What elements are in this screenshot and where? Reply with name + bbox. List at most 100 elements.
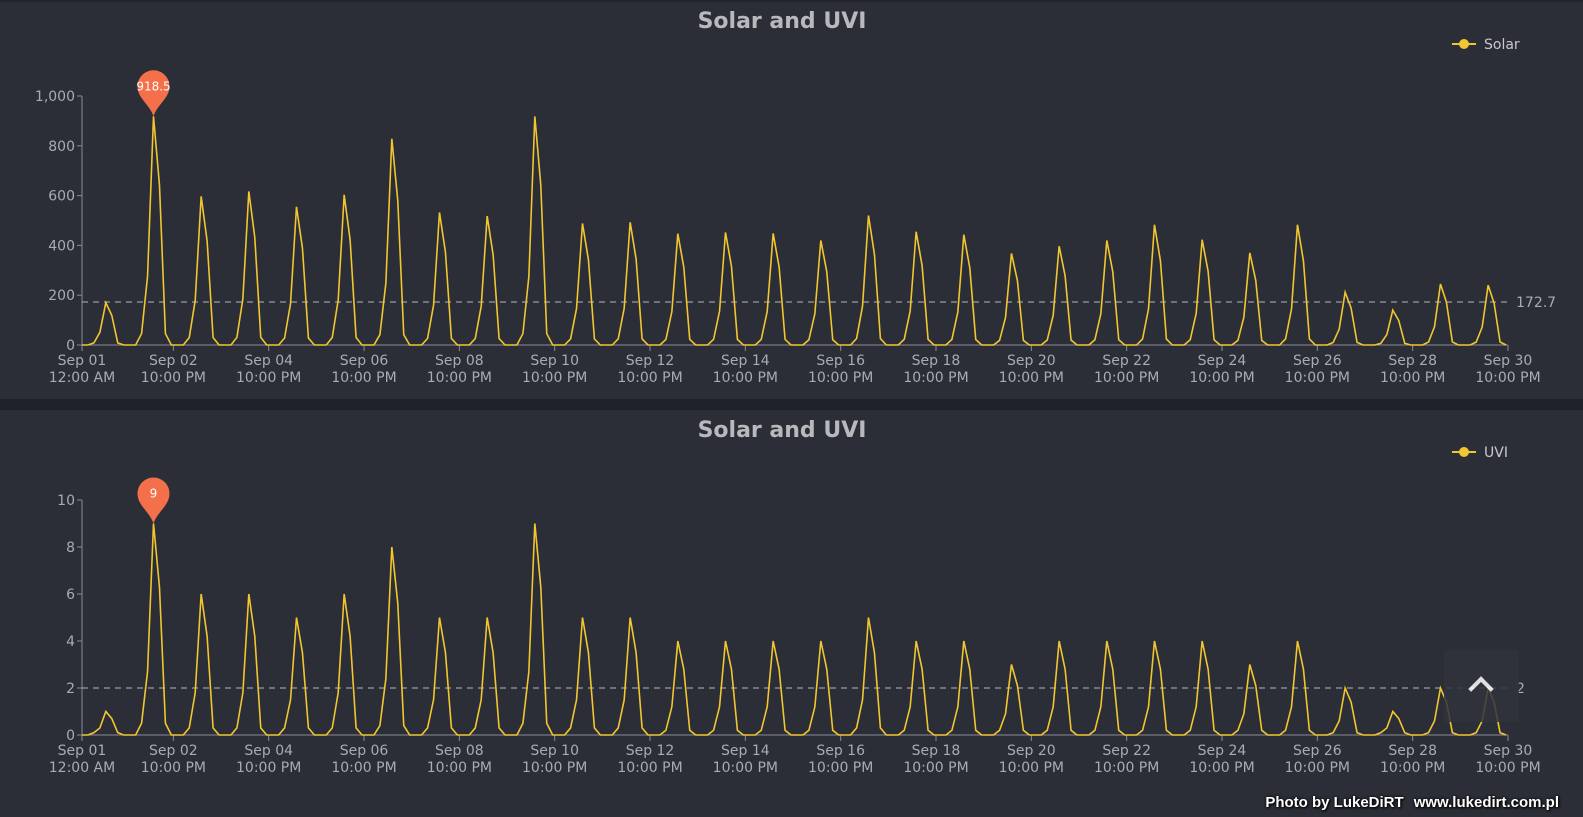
x-tick-label: 10:00 PM [903,760,968,776]
x-tick-label: Sep 24 [1198,353,1247,369]
x-tick-label: Sep 30 [1484,353,1533,369]
y-tick-label: 600 [48,189,75,205]
max-value-label: 918.5 [136,79,170,93]
uvi-chart-panel: Solar and UVI UVI 0 2 4 6 8 10 Sep 01 12:00 AM Sep… [0,410,1583,817]
x-tick-label: 10:00 PM [427,370,492,386]
x-tick-label: 10:00 PM [427,760,492,776]
x-tick-label: Sep 12 [626,743,675,759]
x-tick-label: Sep 28 [1388,353,1437,369]
y-tick-label: 0 [66,338,75,354]
x-tick-label: Sep 08 [435,353,484,369]
x-tick-label: Sep 14 [721,743,770,759]
max-value-label: 9 [150,487,158,501]
x-tick-label: Sep 16 [816,353,865,369]
x-tick-label: Sep 16 [816,743,865,759]
x-tick-label: Sep 22 [1102,743,1151,759]
x-tick-label: Sep 24 [1198,743,1247,759]
x-tick-label: Sep 01 [58,353,107,369]
series-line [82,523,1507,736]
y-tick-label: 400 [48,238,75,254]
chart-title: Solar and UVI [698,418,867,443]
x-tick-label: 10:00 PM [713,370,778,386]
x-tick-label: 10:00 PM [999,370,1064,386]
x-tick-label: 10:00 PM [1285,760,1350,776]
solar-chart-panel: Solar and UVI Solar 0 200 400 600 800 1,000 Sep … [0,0,1583,399]
x-tick-label: 12:00 AM [49,760,115,776]
x-tick-label: Sep 18 [912,743,961,759]
x-tick-label: 10:00 PM [903,370,968,386]
x-tick-label: 10:00 PM [1475,760,1540,776]
x-tick-label: 10:00 PM [713,760,778,776]
x-tick-label: 10:00 PM [617,760,682,776]
x-tick-label: 10:00 PM [236,370,301,386]
x-tick-label: 10:00 PM [331,370,396,386]
x-tick-label: Sep 30 [1484,743,1533,759]
scroll-to-top-button[interactable] [1444,650,1519,722]
x-tick-label: Sep 04 [244,353,293,369]
y-tick-label: 6 [66,587,75,603]
x-tick-label: Sep 26 [1293,353,1342,369]
x-tick-label: 10:00 PM [1189,370,1254,386]
x-tick-label: 10:00 PM [1285,370,1350,386]
x-tick-label: 10:00 PM [1094,370,1159,386]
x-tick-label: 10:00 PM [617,370,682,386]
x-tick-label: 10:00 PM [1189,760,1254,776]
x-tick-label: Sep 28 [1388,743,1437,759]
x-tick-label: Sep 01 [58,743,107,759]
x-tick-label: Sep 12 [626,353,675,369]
series-line [82,116,1507,346]
y-tick-label: 4 [66,634,75,650]
x-tick-label: 10:00 PM [331,760,396,776]
x-tick-label: 10:00 PM [999,760,1064,776]
legend-label: Solar [1484,37,1520,53]
x-tick-label: 10:00 PM [1380,760,1445,776]
y-tick-label: 200 [48,288,75,304]
y-tick-label: 8 [66,540,75,556]
x-tick-label: Sep 18 [912,353,961,369]
legend-marker [1459,39,1469,49]
x-tick-label: 10:00 PM [141,370,206,386]
x-tick-label: Sep 10 [530,743,579,759]
x-tick-label: Sep 26 [1293,743,1342,759]
x-tick-label: 10:00 PM [1475,370,1540,386]
credit-line-1: Photo by LukeDiRT [1265,794,1404,811]
x-tick-label: 10:00 PM [141,760,206,776]
x-tick-label: Sep 02 [149,353,198,369]
photo-credit: Photo by LukeDiRT www.lukedirt.com.pl [1265,793,1559,813]
y-tick-label: 10 [57,493,75,509]
x-tick-label: 10:00 PM [522,370,587,386]
x-tick-label: Sep 22 [1102,353,1151,369]
x-tick-label: 10:00 PM [1094,760,1159,776]
solar-chart: Solar and UVI Solar 0 200 400 600 800 1,000 Sep … [35,9,1556,386]
x-tick-label: 10:00 PM [808,370,873,386]
y-tick-label: 2 [66,681,75,697]
x-tick-label: 10:00 PM [1380,370,1445,386]
x-tick-label: Sep 20 [1007,353,1056,369]
y-tick-label: 0 [66,728,75,744]
x-tick-label: Sep 06 [340,743,389,759]
x-tick-label: Sep 08 [435,743,484,759]
max-value-marker: 918.5 [136,70,171,117]
x-tick-label: 10:00 PM [808,760,873,776]
max-value-marker: 9 [137,477,170,524]
marker-pin-icon [137,70,170,117]
marker-pin-icon [137,477,170,524]
x-tick-label: 12:00 AM [49,370,115,386]
x-tick-label: Sep 20 [1007,743,1056,759]
mean-label: 2 [1516,681,1525,697]
x-tick-label: Sep 04 [244,743,293,759]
x-tick-label: Sep 14 [721,353,770,369]
x-tick-label: Sep 06 [340,353,389,369]
x-tick-label: 10:00 PM [522,760,587,776]
y-tick-label: 800 [48,139,75,155]
mean-label: 172.7 [1516,295,1556,311]
legend-label: UVI [1484,445,1508,461]
credit-line-2: www.lukedirt.com.pl [1413,794,1559,811]
x-tick-label: Sep 02 [149,743,198,759]
x-tick-label: 10:00 PM [236,760,301,776]
chart-title: Solar and UVI [698,9,867,34]
x-tick-label: Sep 10 [530,353,579,369]
legend-marker [1459,447,1469,457]
y-tick-label: 1,000 [35,89,75,105]
